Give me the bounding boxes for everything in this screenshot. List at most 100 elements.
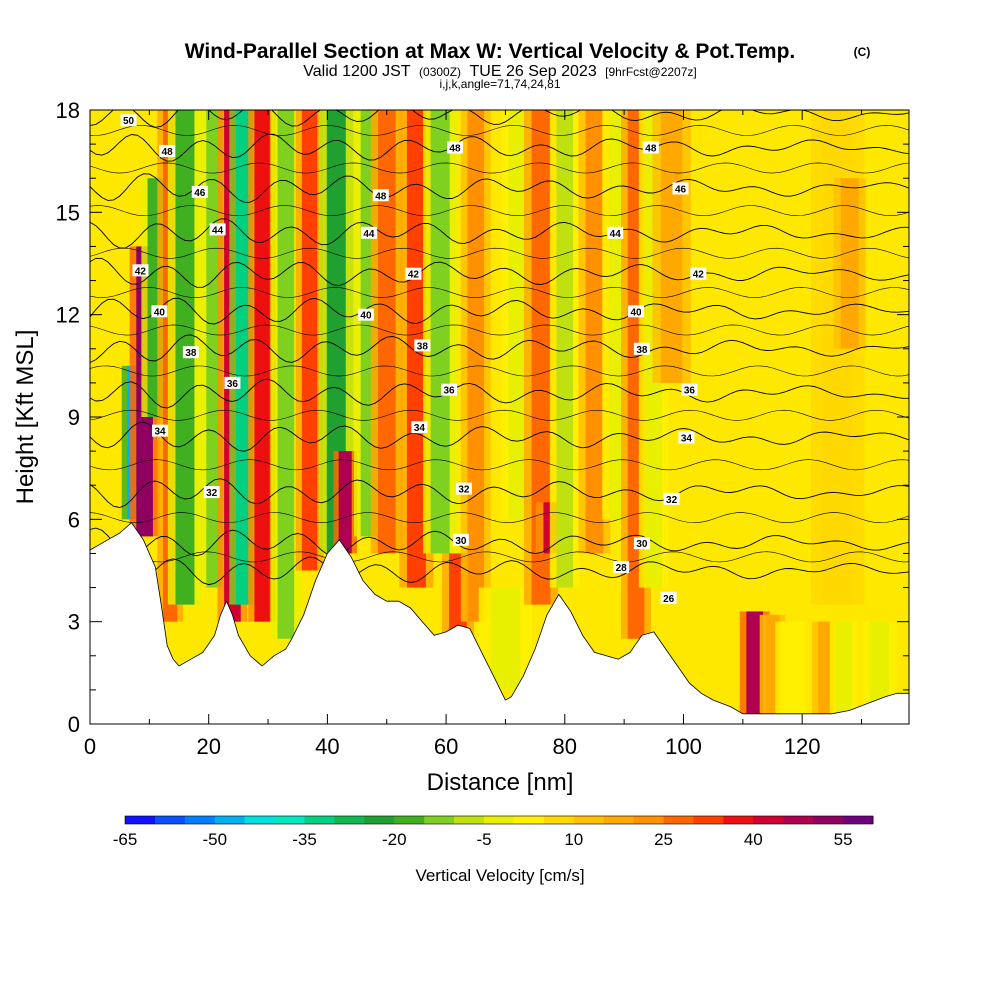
contour-label: 30 (633, 537, 650, 550)
contour-label-bg (452, 533, 469, 546)
contour-label: 36 (681, 383, 698, 397)
contour-label: 32 (455, 482, 472, 496)
contour-label-text: 42 (408, 270, 420, 281)
y-tick-label: 18 (56, 98, 80, 123)
x-tick-label: 0 (84, 734, 96, 759)
contour-label: 48 (446, 141, 463, 155)
y-axis-label: Height [Kft MSL] (12, 330, 39, 505)
contour-label-text: 38 (417, 341, 429, 352)
terrain-mask (90, 522, 909, 724)
contour-label-text: 36 (443, 386, 455, 397)
chart-subtitle: Valid 1200 JST (0300Z) TUE 26 Sep 2023 [… (303, 63, 696, 80)
contour-label-bg (455, 482, 472, 495)
isentrope-line (90, 378, 909, 409)
contour-label-text: 48 (449, 144, 461, 155)
contour-label: 46 (672, 182, 689, 195)
contour-label-text: 44 (610, 229, 622, 240)
contour-label: 32 (203, 486, 220, 499)
velocity-band (338, 451, 352, 554)
colorbar-swatch (603, 816, 635, 824)
copyright-mark: (C) (854, 45, 871, 59)
isentrope-line (90, 257, 909, 288)
contour-label: 28 (613, 561, 630, 574)
contour-label-bg (151, 305, 168, 318)
contour-label: 48 (642, 141, 659, 155)
colorbar-swatch (334, 816, 365, 824)
colorbar-swatch (633, 816, 665, 824)
contour-label-bg (633, 537, 650, 550)
colorbar-swatch (454, 816, 485, 824)
velocity-band (430, 110, 450, 554)
contour-label-bg (628, 305, 644, 318)
contour-label-bg (663, 492, 680, 505)
y-tick-label: 3 (68, 610, 80, 635)
contour-label-bg (203, 486, 220, 499)
velocity-band (490, 587, 521, 690)
contour-label-bg (405, 267, 422, 280)
contour-label-text: 50 (123, 116, 135, 127)
valid-date: TUE 26 Sep 2023 (470, 63, 597, 80)
isentrope-minor-line (90, 409, 909, 421)
contour-label: 30 (452, 533, 469, 547)
colorbar: -65 -50 -35 -20 -5 10 25 40 55 (113, 815, 874, 849)
velocity-band (818, 621, 834, 714)
contour-label: 48 (372, 189, 389, 202)
contour-label: 40 (628, 305, 644, 318)
plot-area: 50 48 46 44 42 40 38 36 34 32 48 48 44 42 40 38 36 34 32 30… (90, 110, 909, 724)
velocity-band (585, 110, 604, 554)
contour-label: 38 (414, 339, 431, 352)
chart-title: Wind-Parallel Section at Max W: Vertical… (185, 40, 796, 63)
contour-label-text: 34 (414, 423, 426, 434)
velocity-band (277, 110, 295, 639)
colorbar-swatch (214, 816, 246, 824)
contour-label-bg (191, 185, 208, 198)
colorbar-tick-label: -65 (113, 830, 138, 849)
colorbar-tick-label: 55 (834, 830, 853, 849)
contour-label-text: 30 (636, 539, 648, 550)
contour-label: 44 (607, 226, 624, 240)
isentrope-line (90, 334, 909, 363)
colorbar-swatch (274, 816, 306, 824)
contour-label-bg (159, 144, 176, 157)
forecast-info: [9hrFcst@2207z] (605, 65, 697, 79)
contour-label-text: 44 (212, 225, 224, 236)
contour-label: 38 (633, 342, 650, 356)
x-tick-label: 100 (665, 734, 702, 759)
contour-label-bg (446, 141, 463, 154)
isentrope-minor-line (90, 125, 909, 136)
contour-label-text: 48 (162, 147, 174, 158)
colorbar-swatch (813, 816, 844, 824)
indices-line: i,j,k,angle=71,74,24,81 (439, 77, 560, 91)
contour-label-bg (690, 267, 707, 280)
contour-label-text: 42 (693, 270, 705, 281)
colorbar-swatch (424, 816, 455, 824)
contour-label: 32 (663, 492, 680, 506)
contour-label-bg (360, 226, 377, 239)
isentrope-minor-line (90, 512, 909, 524)
contour-label: 38 (182, 346, 199, 359)
y-tick-label: 15 (56, 200, 80, 225)
contour-label: 42 (132, 264, 149, 277)
x-tick-label: 40 (315, 734, 339, 759)
isentrope-minor-line (90, 287, 909, 298)
velocity-band (254, 110, 270, 622)
isentrope-minor-line (90, 205, 909, 217)
contour-label: 42 (690, 267, 707, 281)
contour-label-bg (441, 383, 458, 396)
contour-label: 40 (151, 305, 168, 318)
y-tick-label: 9 (68, 405, 80, 430)
colorbar-tick-label: -50 (202, 830, 227, 849)
contour-label-bg (672, 182, 689, 195)
velocity-band (781, 621, 799, 714)
contour-label-text: 34 (154, 427, 166, 438)
x-tick-label: 20 (196, 734, 220, 759)
colorbar-swatch (154, 816, 186, 824)
contour-label-bg (411, 421, 428, 434)
colorbar-label: Vertical Velocity [cm/s] (415, 866, 584, 885)
isentrope-minor-line (90, 162, 909, 174)
colorbar-swatch (573, 816, 605, 824)
colorbar-tick-label: -35 (292, 830, 317, 849)
velocity-band (556, 110, 574, 588)
contour-label-bg (152, 424, 169, 437)
